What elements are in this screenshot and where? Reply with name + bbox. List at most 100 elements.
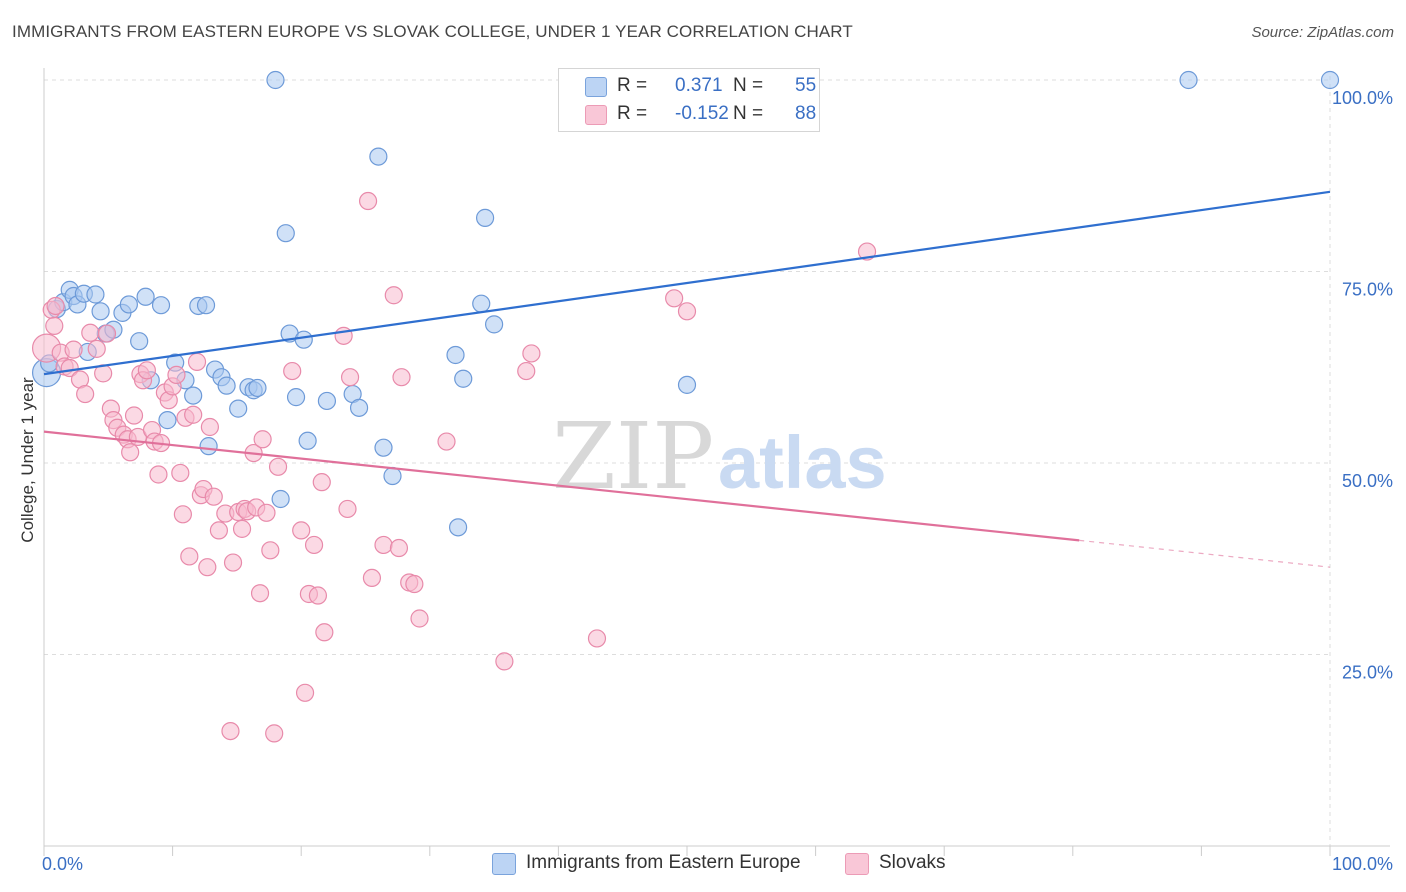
- blue-point: [374, 438, 393, 457]
- pink-point: [253, 430, 272, 449]
- pink-point: [64, 340, 83, 359]
- blue-point: [196, 296, 216, 315]
- pink-point: [362, 568, 382, 588]
- series-swatch-pink: [845, 853, 869, 875]
- pink-point: [261, 541, 280, 560]
- pink-point: [167, 365, 186, 385]
- pink-point: [374, 535, 393, 555]
- blue-point: [130, 332, 149, 351]
- pink-point: [495, 652, 514, 671]
- pink-point: [405, 574, 424, 594]
- pink-point: [97, 324, 117, 343]
- y-tick-label: 50.0%: [1342, 471, 1393, 491]
- legend-r-value-blue: 0.371: [675, 75, 723, 96]
- y-tick-label: 25.0%: [1342, 663, 1393, 683]
- pink-point: [517, 361, 536, 381]
- pink-point: [60, 358, 79, 378]
- pink-point: [124, 406, 144, 425]
- blue-point: [383, 466, 402, 486]
- watermark-zip: ZIP: [552, 403, 714, 510]
- blue-point: [1179, 70, 1198, 90]
- legend-swatch-blue: [585, 77, 607, 97]
- pink-point: [587, 629, 607, 648]
- blue-point: [369, 147, 388, 166]
- blue-point: [158, 411, 177, 430]
- blue-point: [136, 287, 155, 306]
- blue-point: [276, 224, 295, 243]
- pink-point: [677, 302, 697, 321]
- pink-point: [221, 721, 240, 741]
- blue-point: [271, 489, 290, 509]
- pink-point: [137, 361, 156, 380]
- data-points: [31, 70, 1340, 743]
- blue-point: [229, 399, 248, 418]
- pink-point: [315, 623, 334, 642]
- blue-point: [286, 388, 306, 407]
- pink-point: [265, 724, 284, 743]
- blue-point: [248, 378, 267, 398]
- pink-point: [304, 535, 324, 555]
- legend-n-label: N =: [733, 103, 764, 124]
- blue-trend-line: [43, 190, 1331, 376]
- pink-point: [665, 289, 684, 308]
- blue-point: [199, 437, 218, 456]
- blue-point: [298, 431, 317, 450]
- pink-point: [384, 286, 403, 305]
- pink-point: [250, 584, 270, 603]
- pink-point: [76, 384, 95, 404]
- x-tick-label: 100.0%: [1332, 854, 1393, 874]
- pink-point: [232, 519, 252, 538]
- pink-point: [184, 405, 203, 424]
- pink-point: [173, 505, 192, 524]
- pink-point: [187, 352, 207, 371]
- y-tick-label: 100.0%: [1332, 88, 1393, 108]
- chart-title: IMMIGRANTS FROM EASTERN EUROPE VS SLOVAK…: [12, 22, 853, 41]
- pink-point: [338, 499, 357, 519]
- pink-point: [292, 521, 311, 540]
- y-tick-label: 75.0%: [1342, 280, 1393, 300]
- watermark: ZIP atlas: [552, 403, 887, 510]
- blue-point: [677, 375, 697, 394]
- x-tick-label: 0.0%: [42, 854, 83, 874]
- legend-n-value-pink: 88: [795, 103, 817, 124]
- series-name-blue: Immigrants from Eastern Europe: [526, 852, 801, 873]
- pink-point: [180, 547, 199, 566]
- blue-point: [448, 518, 468, 537]
- pink-point: [121, 443, 140, 462]
- blue-point: [446, 345, 465, 365]
- pink-point: [198, 558, 217, 577]
- pink-point: [200, 417, 219, 437]
- legend-swatch-pink: [585, 105, 607, 125]
- pink-trend-line: [43, 430, 1080, 542]
- correlation-legend: R = 0.371 N = 55 R = -0.152 N = 88: [558, 68, 820, 132]
- blue-point: [472, 294, 491, 313]
- pink-point: [312, 473, 331, 492]
- blue-point: [349, 398, 369, 417]
- pink-point: [204, 487, 223, 506]
- blue-point: [475, 208, 495, 227]
- pink-point: [87, 339, 106, 358]
- blue-point: [317, 391, 337, 411]
- series-name-pink: Slovaks: [879, 852, 946, 873]
- legend-r-label: R =: [617, 75, 648, 96]
- pink-point: [392, 368, 411, 387]
- pink-point: [81, 323, 100, 342]
- legend-n-value-blue: 55: [795, 75, 817, 96]
- blue-point: [86, 285, 105, 304]
- legend-r-label: R =: [617, 103, 648, 124]
- axes: [43, 68, 1390, 856]
- blue-point: [217, 376, 236, 395]
- pink-point: [410, 609, 429, 628]
- pink-point: [223, 553, 243, 572]
- watermark-atlas: atlas: [718, 421, 887, 504]
- trend-lines: [43, 190, 1331, 568]
- blue-point: [485, 315, 504, 334]
- pink-point: [389, 538, 409, 558]
- blue-point: [266, 70, 285, 90]
- blue-point: [1320, 70, 1340, 90]
- tick-labels: 25.0% 50.0% 75.0% 100.0% 0.0% 100.0%: [42, 88, 1393, 874]
- source-credit: Source: ZipAtlas.com: [1251, 24, 1394, 41]
- pink-point: [171, 463, 190, 483]
- pink-point: [45, 316, 64, 335]
